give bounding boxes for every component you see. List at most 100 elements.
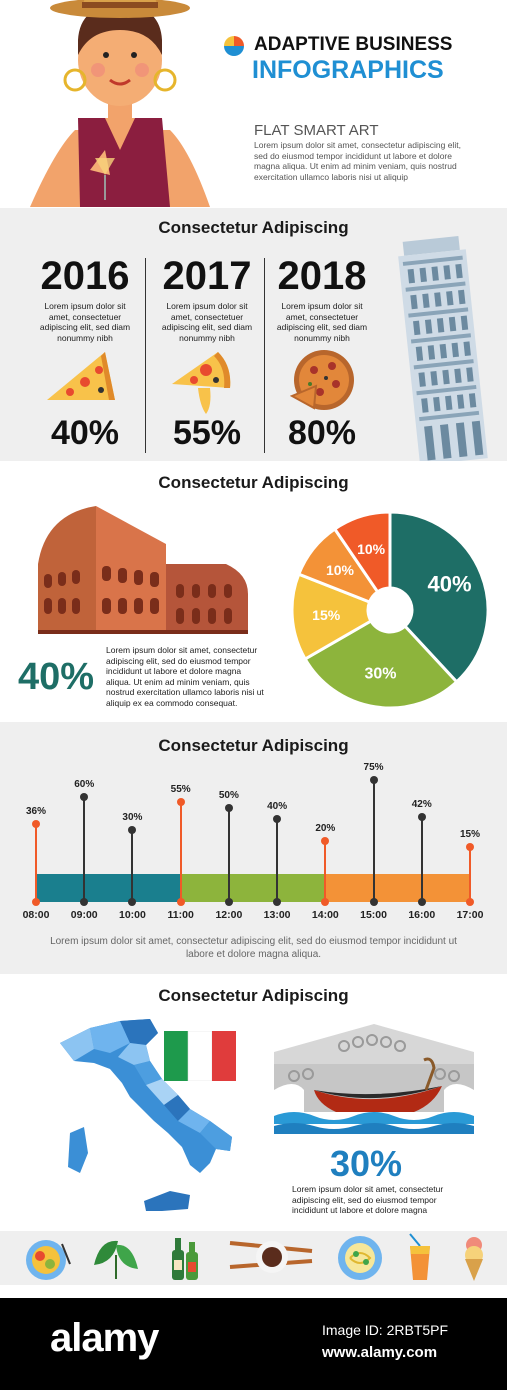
pie-heading: Consectetur Adipiscing	[158, 473, 349, 492]
timeline-time-label-6: 14:00	[311, 909, 339, 921]
wine-bottles-icon	[172, 1238, 198, 1280]
timeline-time-label-4: 12:00	[215, 909, 243, 921]
timeline-dot-bottom-1	[80, 898, 89, 906]
timeline-value-label-4: 50%	[218, 789, 239, 801]
timeline-section: Consectetur Adipiscing 36% 08:00 60% 09:00 3…	[0, 722, 507, 974]
timeline-dot-bottom-3	[176, 898, 185, 906]
timeline-time-label-5: 13:00	[263, 909, 291, 921]
timeline-value-label-1: 60%	[74, 778, 95, 790]
year-2017: 2017	[162, 254, 252, 298]
leaning-tower-illustration	[398, 235, 488, 461]
timeline-dot-top-0	[32, 819, 40, 828]
timeline-stem-8	[420, 816, 423, 902]
header-body: Lorem ipsum dolor sit amet, consectetur …	[254, 140, 461, 182]
timeline-value-label-9: 15%	[459, 829, 480, 840]
pasta-plate-icon	[338, 1236, 382, 1280]
pie-slice-label-3: 10%	[326, 562, 355, 578]
timeline-time-label-1: 09:00	[70, 909, 98, 921]
timeline-heading: Consectetur Adipiscing	[158, 736, 349, 755]
basil-leaves-icon	[94, 1240, 138, 1279]
timeline-value-label-3: 55%	[170, 784, 191, 796]
pie-section: Consectetur Adipiscing 40% Lorem ipsum d…	[0, 462, 507, 720]
woman-illustration	[30, 0, 210, 207]
logo-circle-icon	[224, 36, 244, 56]
timeline-dot-top-5	[273, 815, 282, 824]
header-subtitle: FLAT SMART ART	[254, 122, 379, 139]
timeline-dot-bottom-9	[466, 898, 474, 906]
timeline-stem-4	[227, 807, 230, 902]
timeline-dot-bottom-5	[273, 898, 282, 906]
timeline-stem-2	[131, 830, 134, 902]
timeline-stem-9	[469, 847, 471, 902]
timeline-dot-top-3	[176, 798, 185, 807]
timeline-dot-top-9	[466, 843, 474, 851]
timeline-time-label-7: 15:00	[360, 909, 387, 921]
pizza-slice-icon	[47, 352, 115, 400]
pie-slice-label-2: 15%	[312, 607, 341, 623]
footer: alamy Image ID: 2RBT5PF www.alamy.com	[0, 1298, 507, 1390]
year-2016: 2016	[40, 254, 130, 298]
timeline-value-label-6: 20%	[315, 823, 336, 835]
pie-slice-label-4: 10%	[357, 541, 386, 557]
timeline-dot-bottom-6	[321, 898, 330, 906]
year-2018-percent: 80%	[287, 414, 357, 452]
pie-slice-4	[332, 510, 392, 594]
year-divider-1	[145, 258, 146, 453]
timeline-dot-top-7	[369, 776, 378, 784]
colosseum-illustration	[38, 506, 248, 634]
timeline-dot-bottom-7	[369, 898, 378, 906]
timeline-dot-top-8	[417, 812, 426, 821]
pie-chart: 40% 30% 15% 10%10%	[290, 510, 490, 710]
pie-slice-1	[303, 618, 459, 710]
year-2018: 2018	[277, 254, 367, 298]
timeline-caption: Lorem ipsum dolor sit amet, consectetur …	[50, 936, 457, 960]
year-2017-percent: 55%	[172, 414, 242, 452]
timeline-dot-top-2	[128, 826, 137, 835]
year-2016-text: Lorem ipsum dolor sit amet, consectetuer…	[39, 301, 131, 343]
years-section: Consectetur Adipiscing 2016 2017 2018 Lo…	[0, 208, 507, 461]
timeline-band-0	[36, 874, 181, 902]
timeline-time-label-2: 10:00	[119, 909, 146, 921]
timeline-stem-7	[372, 780, 375, 902]
timeline-time-label-9: 17:00	[456, 909, 484, 921]
ice-cream-icon	[465, 1237, 483, 1281]
timeline-stem-6	[324, 841, 327, 902]
venice-bridge-illustration	[274, 1024, 474, 1134]
italy-map-illustration	[60, 1019, 232, 1211]
year-2016-percent: 40%	[50, 414, 120, 452]
timeline-stem-5	[276, 819, 279, 902]
timeline-value-label-8: 42%	[411, 798, 432, 810]
timeline-chart: 36% 08:00 60% 09:00 30% 10:00 55% 11:00 50% 12:00…	[0, 722, 507, 932]
year-divider-2	[264, 258, 265, 453]
map-big-percent: 30%	[330, 1143, 403, 1184]
timeline-value-label-2: 30%	[122, 812, 143, 824]
header-title-line2: INFOGRAPHICS	[252, 56, 444, 84]
italian-flag-icon	[164, 1031, 236, 1081]
whole-pizza-icon	[290, 350, 354, 410]
juice-glass-icon	[409, 1233, 430, 1280]
map-text: Lorem ipsum dolor sit amet, consectetur …	[292, 1184, 444, 1215]
timeline-band-1	[180, 874, 326, 902]
timeline-stem-1	[83, 796, 86, 902]
timeline-dot-top-1	[80, 792, 89, 801]
map-heading: Consectetur Adipiscing	[158, 986, 349, 1005]
pie-slice-label-0: 40%	[428, 572, 472, 597]
footer-image-id: Image ID: 2RBT5PF	[322, 1322, 449, 1338]
map-section: Consectetur Adipiscing 30% Lore	[0, 975, 507, 1230]
timeline-dot-bottom-4	[224, 898, 233, 906]
timeline-time-label-3: 11:00	[167, 909, 194, 921]
timeline-dot-top-6	[321, 837, 330, 846]
pizza-slice-bitten-icon	[172, 352, 231, 414]
timeline-value-label-0: 36%	[25, 805, 46, 817]
years-heading: Consectetur Adipiscing	[158, 218, 349, 237]
year-2018-text: Lorem ipsum dolor sit amet, consectetuer…	[276, 301, 368, 343]
pie-slice-0	[388, 510, 490, 684]
footer-logo: alamy	[50, 1316, 159, 1360]
timeline-dot-bottom-0	[32, 898, 40, 906]
timeline-dot-bottom-8	[417, 898, 426, 906]
timeline-dot-top-4	[224, 803, 233, 812]
footer-site: www.alamy.com	[322, 1344, 438, 1361]
pie-big-percent: 40%	[18, 656, 95, 698]
coffee-cup-icon	[229, 1241, 313, 1273]
plate-food-icon	[26, 1240, 71, 1280]
